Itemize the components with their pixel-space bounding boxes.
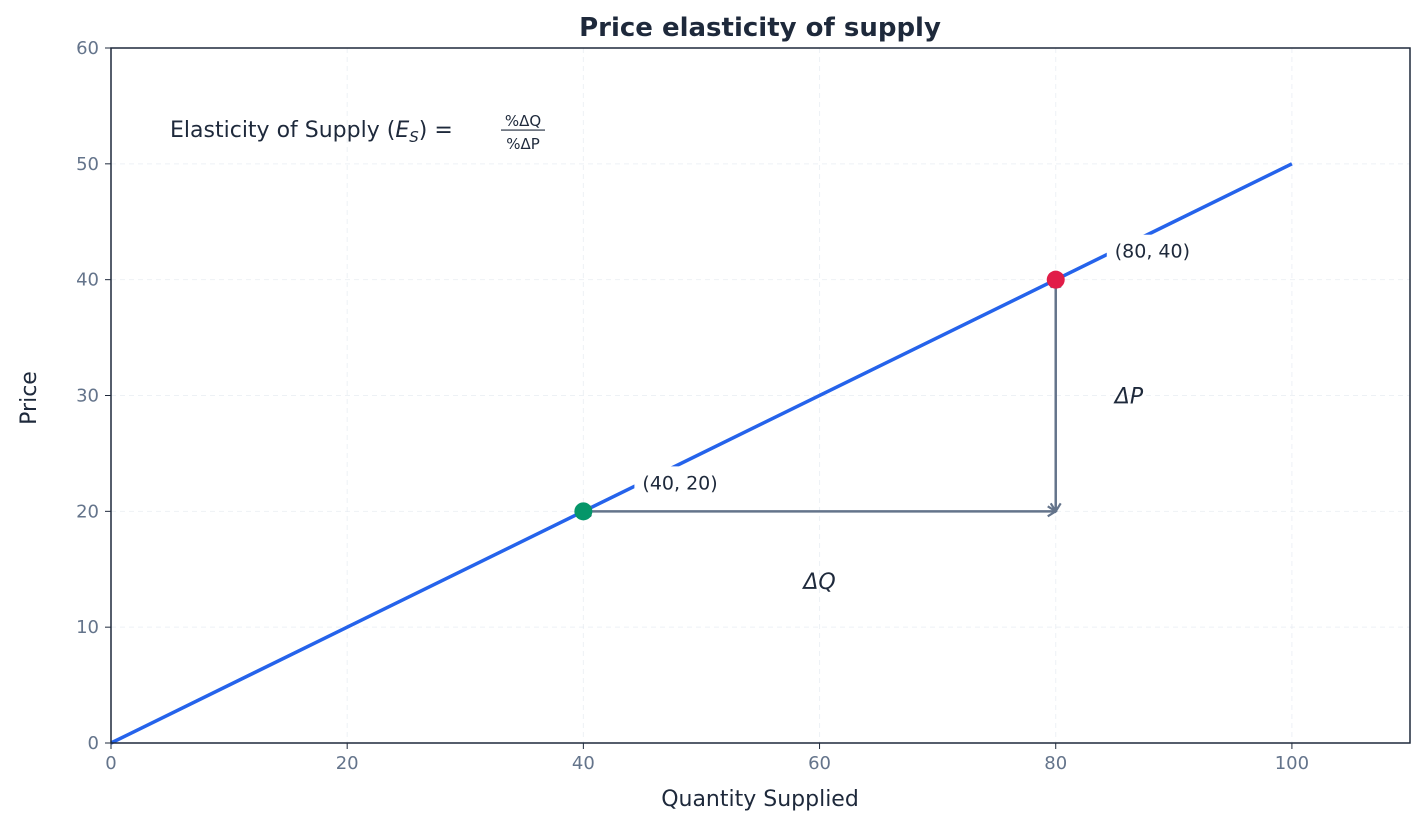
- x-tick-label: 100: [1275, 753, 1309, 774]
- y-axis-label: Price: [17, 371, 42, 425]
- data-point: [1046, 270, 1065, 289]
- x-axis-label: Quantity Supplied: [661, 787, 859, 812]
- delta-label: ΔQ: [801, 570, 835, 595]
- y-tick-label: 10: [76, 617, 99, 638]
- formula-numerator: %ΔQ: [505, 112, 541, 130]
- y-tick-label: 60: [76, 38, 99, 59]
- delta-label: ΔP: [1113, 385, 1144, 410]
- x-tick-label: 80: [1044, 753, 1067, 774]
- formula-denominator: %ΔP: [506, 135, 540, 153]
- axis-ticks: 0 20 40 60 80 100 0 10 20 30 40 50 60: [76, 38, 1309, 774]
- y-tick-label: 40: [76, 270, 99, 291]
- y-tick-label: 50: [76, 154, 99, 175]
- x-tick-label: 60: [808, 753, 831, 774]
- data-point: [574, 502, 593, 521]
- point-label: (40, 20): [642, 472, 717, 494]
- point-label-bg: [1106, 234, 1203, 261]
- elasticity-formula: Elasticity of Supply (ES) =: [170, 118, 453, 146]
- x-tick-label: 20: [336, 753, 359, 774]
- chart-title: Price elasticity of supply: [579, 13, 941, 43]
- supply-line: [110, 162, 1293, 745]
- x-tick-label: 0: [105, 753, 116, 774]
- grid: [110, 47, 1410, 744]
- y-tick-label: 0: [88, 733, 99, 754]
- y-tick-label: 20: [76, 501, 99, 522]
- x-tick-label: 40: [572, 753, 595, 774]
- point-label: (80, 40): [1115, 241, 1190, 263]
- y-tick-label: 30: [76, 386, 99, 407]
- plot-frame: [110, 47, 1411, 744]
- point-label-bg: [634, 466, 731, 493]
- plot-marks: ΔQ ΔP (40, 20) (80, 40) Elasticity of Supply…: [110, 112, 1293, 745]
